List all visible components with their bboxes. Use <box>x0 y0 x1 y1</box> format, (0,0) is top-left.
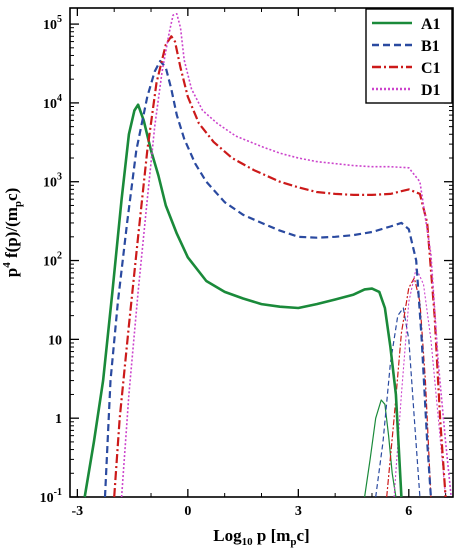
y-tick-label: 10-1 <box>40 487 62 506</box>
series-b1 <box>103 59 432 498</box>
y-tick-label: 104 <box>43 93 62 112</box>
y-tick-label: 103 <box>43 172 62 191</box>
legend-box <box>365 8 453 104</box>
secondary-series-b1 <box>375 307 421 498</box>
series-c1 <box>113 35 447 498</box>
secondary-series-c1 <box>386 277 432 498</box>
legend-label-b1: B1 <box>421 38 440 55</box>
x-tick-label: 0 <box>184 504 191 519</box>
y-tick-label: 1 <box>55 412 62 427</box>
x-tick-label: 6 <box>405 504 412 519</box>
legend-label-a1: A1 <box>421 16 441 33</box>
legend-label-c1: C1 <box>421 60 441 77</box>
legend: A1 B1 C1 D1 <box>365 8 453 104</box>
x-axis-title: Log10 p [mpc] <box>213 526 309 548</box>
x-tick-label: -3 <box>72 504 84 519</box>
series-layer <box>83 13 452 498</box>
legend-label-d1: D1 <box>421 82 441 99</box>
series-a1 <box>83 103 403 498</box>
y-tick-label: 10 <box>48 333 62 348</box>
y-tick-label: 102 <box>43 251 62 270</box>
secondary-series-d1 <box>393 267 447 498</box>
series-d1 <box>120 13 452 498</box>
secondary-series-a1 <box>364 399 397 498</box>
y-axis-title: p4 f(p)/(mpc) <box>1 188 24 278</box>
x-tick-label: 3 <box>295 504 302 519</box>
tick-labels: -3 0 3 6 10-1 1 10 102 103 104 105 <box>40 14 413 519</box>
y-tick-label: 105 <box>43 14 62 33</box>
